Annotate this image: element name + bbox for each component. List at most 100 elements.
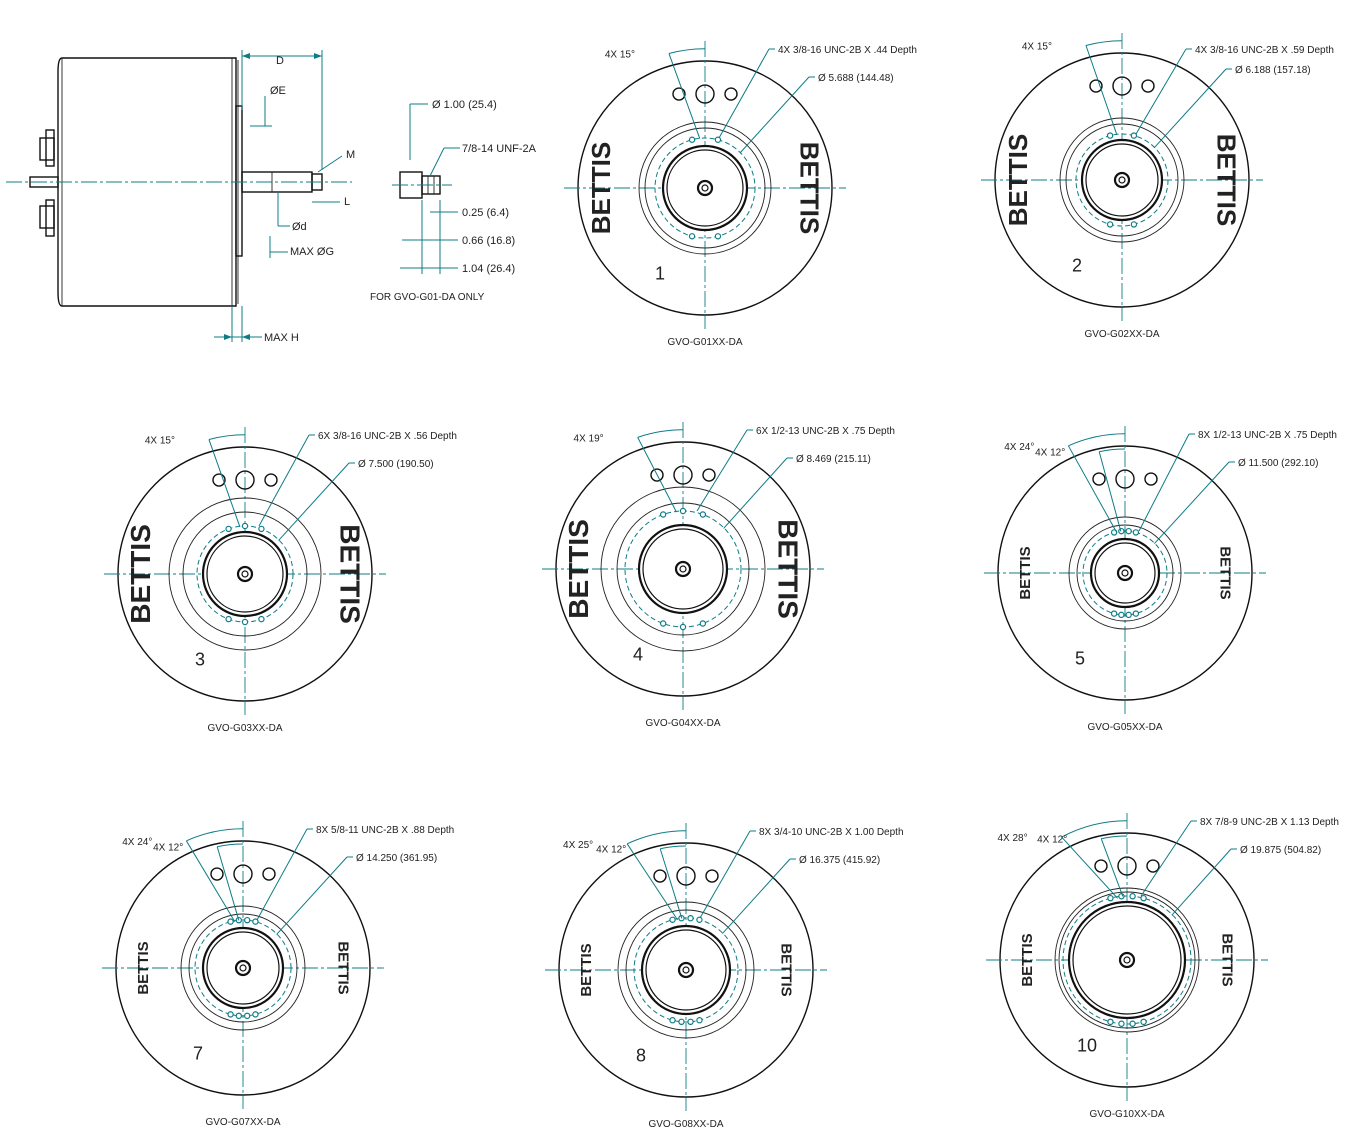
brand-left: BETTIS — [1019, 933, 1036, 986]
angle-arc — [217, 843, 244, 848]
holes-callout: 8X 7/8-9 UNC-2B X 1.13 Depth — [1200, 817, 1339, 828]
bolt-circle — [633, 917, 739, 1023]
port-hole-center — [1115, 469, 1135, 489]
face-view-1: BETTIS BETTIS 1 GVO-G01XX-DA 4X 15° 4X 3/8-16… — [564, 41, 917, 348]
face-view-7: BETTIS BETTIS 8 GVO-G08XX-DA 4X 25° 4X 12° 8X … — [545, 823, 904, 1130]
port-hole-left — [672, 87, 686, 101]
flange-ring-inner — [625, 909, 747, 1031]
size-number: 2 — [1072, 255, 1082, 275]
bolt-hole — [1132, 529, 1140, 536]
bolt-hole — [669, 916, 676, 923]
port-hole-center — [1112, 76, 1132, 96]
detail-dia-label: Ø 1.00 (25.4) — [432, 99, 497, 111]
pcd-callout: Ø 6.188 (157.18) — [1235, 65, 1311, 76]
bolt-circle — [194, 919, 292, 1017]
dim-h-label: MAX H — [264, 332, 299, 344]
face-views: BETTIS BETTIS 1 GVO-G01XX-DA 4X 15° 4X 3/8-16… — [102, 33, 1339, 1130]
bolt-hole — [1132, 610, 1140, 617]
bolt-hole — [699, 620, 707, 627]
size-number: 10 — [1077, 1035, 1097, 1055]
detail-dim1-label: 0.25 (6.4) — [462, 207, 509, 219]
pcd-callout: Ø 19.875 (504.82) — [1240, 845, 1321, 856]
flange-ring-outer — [638, 121, 772, 255]
bolt-hole — [258, 615, 265, 623]
brand-right: BETTIS — [1216, 546, 1233, 599]
holes-leader — [699, 830, 751, 919]
shaft-bore-center — [239, 964, 247, 972]
dim-d-label: D — [276, 55, 284, 67]
bolt-hole — [679, 623, 687, 631]
flange-ring-outer — [600, 486, 766, 652]
mounting-flange — [235, 105, 243, 257]
bolt-hole — [688, 233, 696, 240]
port-hole-right — [1146, 859, 1160, 873]
bolt-hole — [227, 1011, 234, 1018]
bolt-hole — [659, 620, 667, 627]
angle-arc — [186, 828, 244, 842]
dim-d-arrow-right — [314, 53, 322, 59]
angle-label: 4X 15° — [1022, 42, 1052, 53]
bolt-hole — [714, 136, 722, 143]
view-caption: GVO-G04XX-DA — [645, 718, 720, 729]
left-fitting-top-nut — [45, 129, 55, 167]
face-view-5: BETTIS BETTIS 5 GVO-G05XX-DA 4X 24°4X 12° 8X … — [984, 426, 1337, 733]
bolt-hole — [252, 918, 259, 925]
dim-l-label: L — [344, 196, 350, 208]
flange-ring-outer — [180, 905, 306, 1031]
port-hole-left — [653, 869, 667, 883]
bolt-hole — [1110, 610, 1118, 617]
bolt-hole — [696, 916, 703, 923]
holes-callout: 6X 1/2-13 UNC-2B X .75 Depth — [756, 426, 895, 437]
angle-label: 4X 24° — [122, 837, 152, 848]
pcd-leader — [722, 858, 791, 934]
brand-right: BETTIS — [334, 524, 365, 624]
port-hole-left — [212, 473, 226, 487]
bolt-hole — [258, 525, 265, 533]
bolt-hole — [1118, 527, 1125, 535]
left-fitting-bottom-nut — [45, 199, 55, 237]
face-view-8: BETTIS BETTIS 10 GVO-G10XX-DA 4X 28° 4X 12° 8X… — [986, 813, 1339, 1120]
bolt-hole — [1129, 893, 1136, 900]
angle-arc — [1061, 820, 1128, 838]
pcd-callout: Ø 8.469 (215.11) — [796, 454, 871, 465]
size-number: 4 — [633, 644, 643, 664]
angle-ext-line — [1067, 445, 1118, 533]
angle-ext-line — [637, 437, 677, 513]
angle-ext-line — [1100, 838, 1124, 897]
holes-callout: 4X 3/8-16 UNC-2B X .44 Depth — [778, 45, 917, 56]
pcd-leader — [1153, 68, 1227, 149]
flange-ring-inner — [616, 502, 750, 636]
port-hole-right — [724, 87, 738, 101]
dim-g-label: MAX ØG — [290, 246, 334, 258]
flange-ring-outer — [1054, 887, 1200, 1033]
bolt-hole — [678, 1018, 685, 1026]
bolt-circle — [1062, 895, 1192, 1025]
bolt-hole — [1106, 221, 1114, 228]
port-hole-center — [1117, 856, 1137, 876]
holes-leader — [718, 48, 770, 139]
port-hole-left — [1089, 79, 1103, 93]
flange-ring-outer — [1059, 117, 1185, 243]
bolt-hole — [241, 522, 249, 530]
shaft-bore-center — [241, 570, 249, 578]
angle-label: 4X 12° — [596, 845, 626, 856]
holes-callout: 8X 1/2-13 UNC-2B X .75 Depth — [1198, 430, 1337, 441]
bolt-hole — [252, 1011, 259, 1018]
dim-h-arrow-right — [242, 334, 250, 340]
port-hole-left — [1092, 472, 1106, 486]
bolt-hole — [225, 525, 232, 533]
size-number: 3 — [195, 649, 205, 669]
bolt-hole — [1130, 221, 1138, 228]
brand-right: BETTIS — [794, 142, 824, 234]
bolt-hole — [1125, 611, 1132, 619]
shaft-bore-center — [1123, 956, 1131, 964]
size-number: 5 — [1075, 648, 1085, 668]
pcd-callout: Ø 14.250 (361.95) — [356, 853, 437, 864]
view-caption: GVO-G05XX-DA — [1087, 722, 1162, 733]
brand-right: BETTIS — [772, 519, 803, 619]
holes-callout: 8X 5/8-11 UNC-2B X .88 Depth — [316, 825, 454, 836]
angle-ext-line — [626, 843, 678, 921]
holes-callout: 6X 3/8-16 UNC-2B X .56 Depth — [318, 431, 457, 442]
port-hole-left — [650, 468, 664, 482]
pcd-leader — [278, 462, 350, 541]
